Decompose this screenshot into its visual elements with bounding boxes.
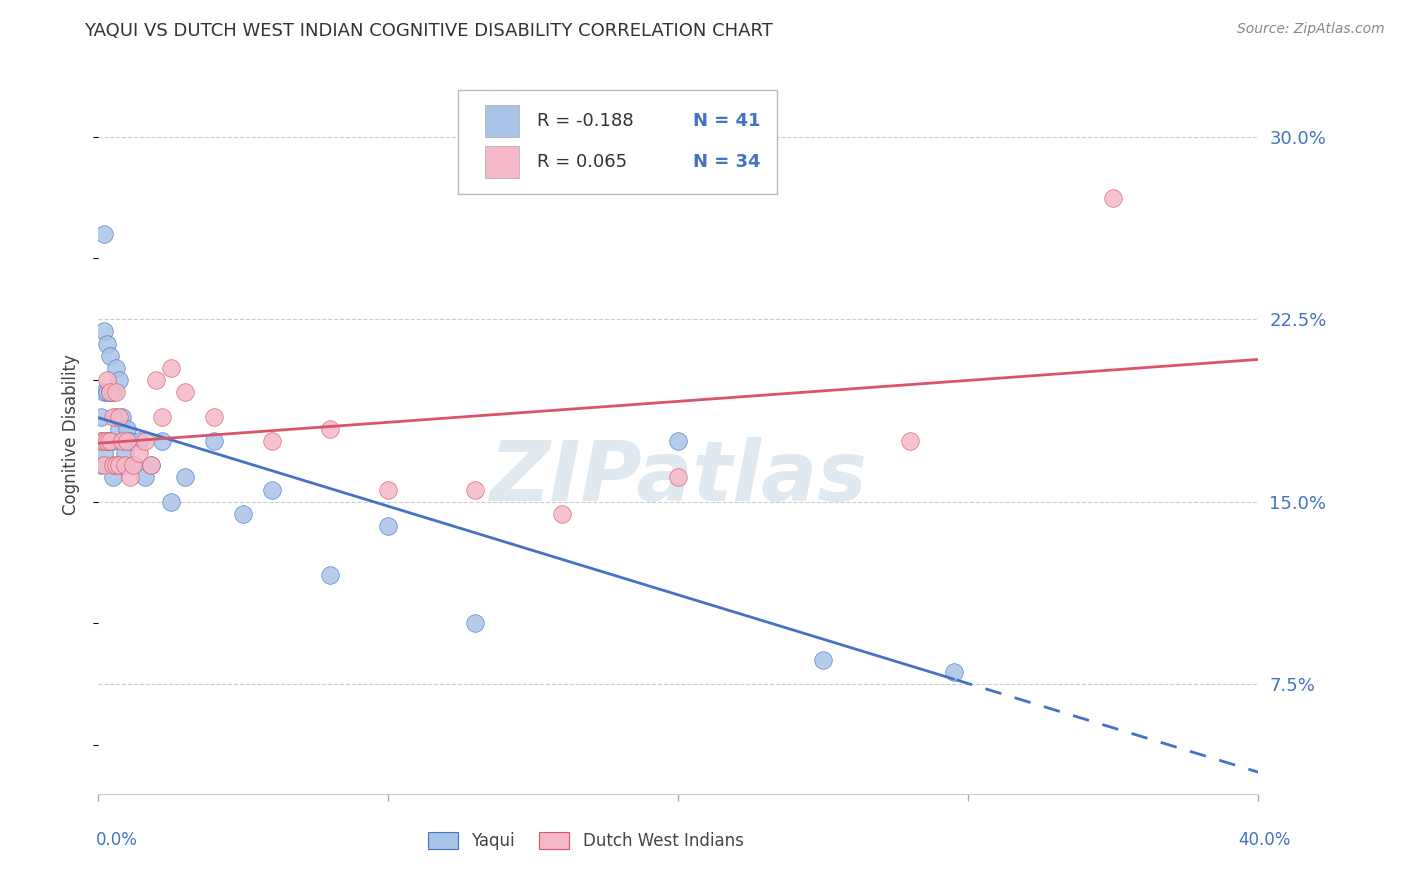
Text: ZIPatlas: ZIPatlas [489, 437, 868, 518]
FancyBboxPatch shape [458, 90, 778, 194]
Text: R = 0.065: R = 0.065 [537, 153, 627, 171]
Point [93, 325, 115, 339]
Point [101, 409, 124, 424]
Point [204, 434, 226, 448]
Point [93, 385, 115, 400]
Point [128, 446, 150, 460]
Text: Source: ZipAtlas.com: Source: ZipAtlas.com [1237, 22, 1385, 37]
Point [377, 519, 399, 533]
Point [101, 458, 124, 473]
Text: N = 41: N = 41 [693, 112, 761, 130]
Point [93, 458, 115, 473]
Point [104, 360, 127, 375]
Point [551, 507, 574, 521]
Point [93, 446, 115, 460]
Point [93, 434, 115, 448]
Point [98, 434, 121, 448]
Point [96, 385, 118, 400]
Point [107, 458, 129, 473]
Point [104, 385, 127, 400]
Point [145, 373, 167, 387]
Point [101, 385, 124, 400]
Point [114, 458, 136, 473]
Point [98, 385, 121, 400]
Point [174, 470, 197, 484]
Point [104, 458, 127, 473]
Point [232, 507, 254, 521]
Point [111, 458, 132, 473]
Point [98, 385, 121, 400]
Point [174, 385, 197, 400]
Point [666, 470, 689, 484]
Point [262, 483, 284, 497]
Point [107, 373, 129, 387]
Point [139, 458, 162, 473]
Point [262, 434, 284, 448]
Point [813, 653, 835, 667]
Point [319, 567, 342, 582]
Point [150, 409, 173, 424]
Point [464, 616, 486, 631]
Point [377, 483, 399, 497]
Point [90, 434, 112, 448]
Point [98, 349, 121, 363]
Point [134, 434, 156, 448]
Point [160, 495, 183, 509]
Point [96, 373, 118, 387]
Point [111, 434, 132, 448]
Point [90, 409, 112, 424]
Point [101, 434, 124, 448]
Point [1102, 190, 1125, 204]
Point [90, 434, 112, 448]
Point [666, 434, 689, 448]
Point [204, 409, 226, 424]
Point [122, 458, 145, 473]
Text: 40.0%: 40.0% [1239, 831, 1291, 849]
Point [107, 422, 129, 436]
FancyBboxPatch shape [485, 145, 519, 178]
Point [117, 422, 139, 436]
Y-axis label: Cognitive Disability: Cognitive Disability [62, 354, 80, 516]
Point [98, 434, 121, 448]
Point [160, 360, 183, 375]
Point [139, 458, 162, 473]
Point [128, 434, 150, 448]
Point [319, 422, 342, 436]
Point [93, 227, 115, 241]
FancyBboxPatch shape [485, 105, 519, 137]
Point [96, 434, 118, 448]
Point [117, 434, 139, 448]
Point [96, 336, 118, 351]
Point [134, 470, 156, 484]
Point [101, 470, 124, 484]
Text: N = 34: N = 34 [693, 153, 761, 171]
Legend: Yaqui, Dutch West Indians: Yaqui, Dutch West Indians [427, 832, 744, 850]
Text: R = -0.188: R = -0.188 [537, 112, 634, 130]
Text: 0.0%: 0.0% [96, 831, 138, 849]
Point [122, 458, 145, 473]
Point [90, 458, 112, 473]
Point [120, 434, 142, 448]
Point [150, 434, 173, 448]
Point [107, 409, 129, 424]
Point [900, 434, 922, 448]
Point [104, 409, 127, 424]
Point [464, 483, 486, 497]
Point [120, 470, 142, 484]
Point [942, 665, 965, 680]
Point [111, 409, 132, 424]
Point [114, 446, 136, 460]
Text: YAQUI VS DUTCH WEST INDIAN COGNITIVE DISABILITY CORRELATION CHART: YAQUI VS DUTCH WEST INDIAN COGNITIVE DIS… [84, 22, 773, 40]
Point [96, 434, 118, 448]
